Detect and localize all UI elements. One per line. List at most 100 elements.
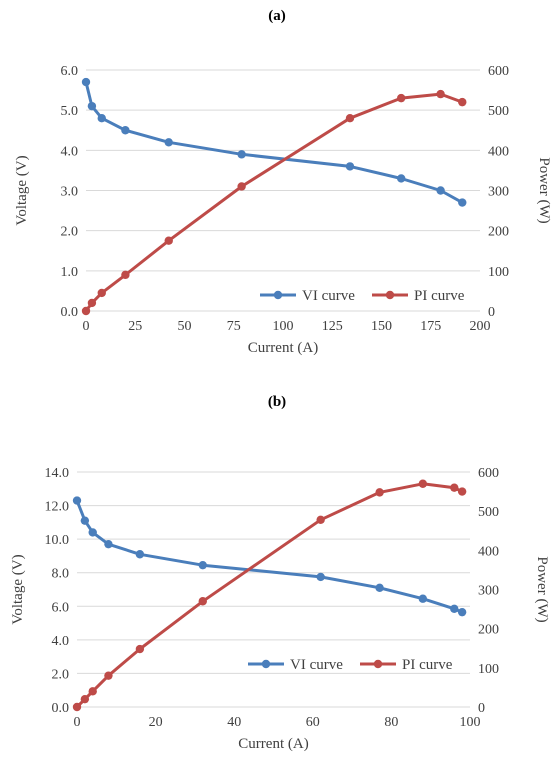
chart-a-series-pi-line	[84, 92, 463, 312]
chart-a-series-vi-point	[121, 126, 130, 135]
chart-b-series-vi-point	[316, 572, 325, 582]
chart-b-series-vi-point	[72, 496, 82, 505]
chart-b-y-tick-label: 0.0	[52, 701, 70, 716]
chart-b-y-axis-title: Voltage (V)	[10, 554, 26, 624]
chart-b-series-pi-point	[457, 487, 467, 496]
chart-a-series-vi-point	[81, 77, 91, 87]
chart-a-series-vi-point	[97, 114, 106, 123]
chart-a-x-tick-label: 50	[178, 319, 192, 334]
chart-a-series-pi-point	[87, 298, 97, 308]
chart-a-y-tick-label: 0.0	[61, 305, 79, 320]
chart-b-series-vi-point	[80, 516, 90, 525]
chart-a-series-pi-point	[81, 306, 91, 316]
chart-a-y-tick-label: 2.0	[61, 225, 79, 240]
chart-a-series-pi-point	[345, 114, 355, 123]
panel-label-a: (a)	[268, 8, 286, 24]
chart-a-series-pi-point	[436, 89, 445, 99]
chart-a-legend-vi-swatch-marker	[273, 290, 283, 300]
chart-b-y-tick-label: 12.0	[45, 500, 70, 515]
chart-b-series-pi-point	[316, 515, 325, 524]
chart-a-x-tick-label: 0	[83, 319, 90, 334]
chart-a-series-pi-point	[97, 288, 106, 298]
chart-a-y-tick-label: 5.0	[61, 104, 79, 119]
chart-a-x-tick-label: 125	[322, 319, 343, 334]
chart-b-x-tick-label: 0	[74, 715, 81, 730]
chart-b-y-tick-label: 14.0	[45, 466, 70, 481]
chart-b-series-pi-point	[80, 694, 90, 704]
chart-a-y2-axis-title: Power (W)	[536, 157, 552, 223]
chart-b-y2-tick-label: 200	[478, 623, 499, 638]
chart-b-x-axis-title: Current (A)	[238, 736, 308, 752]
chart-a-legend-pi-swatch-marker	[385, 290, 395, 300]
chart-a-series-pi-point	[164, 236, 173, 245]
chart-b-y2-tick-label: 400	[478, 544, 499, 559]
chart-b-y2-tick-label: 600	[478, 466, 499, 481]
chart-a-y2-tick-label: 100	[488, 265, 509, 280]
chart-a-y2-tick-label: 0	[488, 305, 495, 320]
chart-b-y2-tick-label: 100	[478, 662, 499, 677]
chart-a-series-vi-point	[458, 198, 467, 207]
chart-b: 0.0 2.0 4.0 6.0 8.0 10.0 12.0 14.0 0 100 200 300 400…	[10, 466, 550, 752]
chart-b-x-tick-label: 80	[384, 715, 398, 730]
chart-b-legend-vi-label: VI curve	[290, 657, 343, 673]
chart-b-y-tick-label: 6.0	[52, 600, 70, 615]
chart-a-y-tick-label: 4.0	[61, 144, 79, 159]
chart-b-series-pi-point	[72, 702, 82, 712]
chart-b-series-pi-point	[198, 597, 207, 606]
chart-a-series-vi-point	[237, 150, 246, 159]
chart-a-x-tick-label: 100	[273, 319, 294, 334]
panel-label-b: (b)	[267, 394, 287, 410]
chart-a-y-axis-title: Voltage (V)	[14, 155, 30, 225]
chart-b-x-tick-label: 40	[227, 715, 241, 730]
chart-a-series-vi-point	[397, 174, 406, 183]
chart-a-y2-tick-label: 600	[488, 64, 509, 79]
chart-a-y2-tick-label: 200	[488, 225, 509, 240]
chart-b-x-tick-label: 20	[149, 715, 163, 730]
chart-a-series-vi-point	[164, 138, 173, 147]
chart-b-y2-tick-label: 300	[478, 584, 499, 599]
chart-b-series-pi-point	[375, 488, 384, 497]
chart-b-y2-tick-label: 500	[478, 505, 499, 520]
chart-b-series-vi-point	[135, 550, 145, 559]
chart-b-series-pi-point	[88, 687, 97, 696]
chart-a-legend-vi-label: VI curve	[302, 288, 355, 304]
chart-a-x-tick-label: 75	[227, 319, 241, 334]
chart-b-series-vi-point	[418, 594, 428, 603]
chart-b-series-pi-point	[104, 671, 113, 680]
chart-b-series-vi-point	[88, 528, 97, 537]
chart-a-x-tick-label: 175	[420, 319, 441, 334]
chart-a: 0.01.02.03.04.05.06.00100200300400500600…	[14, 64, 552, 356]
chart-a-series-vi-point	[436, 186, 445, 195]
chart-a-x-axis-title: Current (A)	[248, 340, 318, 356]
chart-a-series-vi-point	[87, 101, 97, 111]
chart-b-series-vi-point	[104, 539, 113, 549]
chart-b-y2-axis-title: Power (W)	[534, 556, 550, 622]
chart-a-x-tick-label: 25	[128, 319, 142, 334]
chart-b-series-vi-point	[450, 604, 459, 614]
chart-b-series-vi-point	[198, 560, 207, 570]
chart-b-series-vi-point	[457, 607, 467, 617]
chart-a-series-pi-point	[458, 97, 467, 107]
chart-a-series-vi-point	[345, 162, 355, 171]
chart-b-y-tick-label: 10.0	[45, 533, 70, 548]
chart-a-series-pi-point	[237, 182, 246, 191]
chart-a-x-tick-label: 150	[371, 319, 392, 334]
chart-b-x-tick-label: 60	[306, 715, 320, 730]
chart-b-y-tick-label: 8.0	[52, 567, 70, 582]
chart-b-series-vi-point	[375, 583, 384, 593]
chart-a-x-tick-label: 200	[470, 319, 491, 334]
chart-a-y2-tick-label: 300	[488, 185, 509, 200]
chart-b-legend-pi-label: PI curve	[402, 657, 453, 673]
chart-a-y2-tick-label: 400	[488, 144, 509, 159]
chart-b-legend-vi-swatch-marker	[261, 659, 271, 669]
chart-b-y-tick-label: 4.0	[52, 634, 70, 649]
chart-a-series-pi-point	[397, 93, 406, 103]
chart-a-y-tick-label: 3.0	[61, 185, 79, 200]
chart-a-legend-pi-label: PI curve	[414, 288, 465, 304]
chart-a-series-pi-point	[121, 270, 130, 280]
chart-a-y-tick-label: 1.0	[61, 265, 79, 280]
chart-a-y-tick-label: 6.0	[61, 64, 79, 79]
chart-b-y-tick-label: 2.0	[52, 667, 70, 682]
chart-b-series-pi-point	[418, 479, 428, 488]
chart-b-series-pi-point	[450, 483, 459, 492]
